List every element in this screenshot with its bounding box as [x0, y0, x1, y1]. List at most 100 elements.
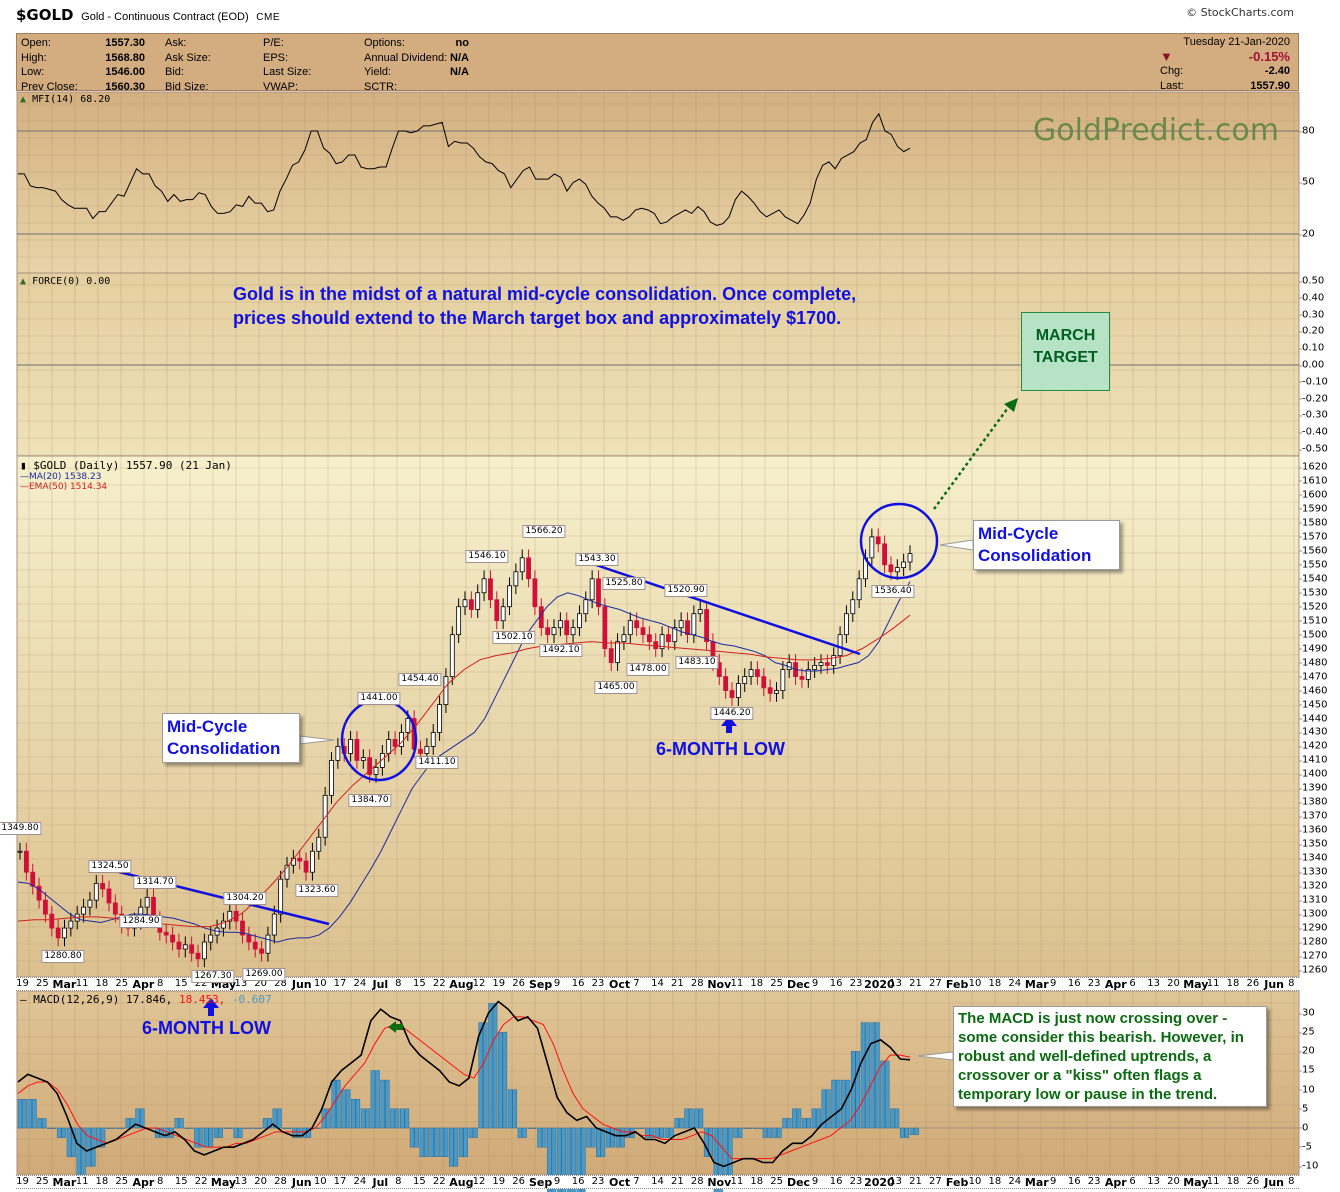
date-tick: 21 [671, 978, 684, 989]
date-tick: 25 [115, 1176, 129, 1187]
price-label: 1566.20 [522, 525, 566, 538]
date-tick: 18 [1226, 1176, 1240, 1187]
axis-tick: 20 [1299, 228, 1315, 240]
date-tick: Feb [945, 978, 969, 991]
date-tick: 8 [395, 978, 402, 989]
date-tick: 6 [1129, 1176, 1136, 1187]
axis-tick: 1470 [1298, 671, 1328, 683]
date-tick: 11 [1206, 978, 1220, 989]
axis-tick: 1290 [1298, 922, 1328, 934]
axis-tick: 0.20 [1298, 325, 1325, 337]
axis-tick: 1450 [1298, 699, 1328, 711]
hist-value: -0.607 [231, 993, 272, 1006]
date-tick: 13 [889, 978, 903, 989]
axis-tick: 1360 [1298, 824, 1328, 836]
axis-tick: 0.40 [1298, 292, 1325, 304]
date-tick: Apr [132, 978, 155, 991]
date-tick: 18 [95, 1176, 109, 1187]
axis-tick: 80 [1299, 125, 1315, 137]
date-tick: May [1183, 978, 1209, 991]
date-tick: 14 [651, 1176, 664, 1187]
date-tick: Apr [1104, 978, 1127, 991]
date-tick: 8 [1288, 978, 1295, 989]
date-tick: 13 [234, 978, 248, 989]
price-label: 1520.90 [664, 584, 708, 597]
axis-tick: 0.00 [1298, 359, 1325, 371]
axis-tick: 1440 [1298, 713, 1328, 724]
date-tick: 10 [968, 1176, 982, 1187]
price-label: 1280.80 [41, 950, 85, 963]
date-tick: 11 [1206, 1176, 1220, 1187]
price-label: 1446.20 [710, 707, 754, 720]
date-tick: Mar [1024, 978, 1049, 991]
quote-labels-4: Options: Annual Dividend: Yield: SCTR: [364, 37, 448, 93]
date-tick: 9 [1049, 1176, 1057, 1187]
date-tick: Jun [1264, 1176, 1284, 1189]
force-label: ▲ FORCE(0) 0.00 [20, 276, 111, 287]
change-percent: -0.15% [1248, 48, 1290, 64]
axis-tick: 1480 [1298, 657, 1328, 669]
mfi-icon: ▲ [20, 94, 27, 105]
price-label: 1267.30 [191, 970, 235, 983]
date-tick: 2020 [864, 1176, 895, 1189]
price-label: 1384.70 [348, 794, 392, 807]
date-tick: 18 [750, 1176, 764, 1187]
date-tick: Mar [1024, 1176, 1049, 1189]
date-tick: 28 [690, 978, 704, 989]
axis-tick: 0.10 [1298, 342, 1325, 354]
quote-values-4: no N/A N/A [450, 37, 469, 78]
chart-title: $GOLD Gold - Continuous Contract (EOD) C… [16, 6, 280, 24]
axis-tick: 1490 [1298, 643, 1328, 655]
date-tick: Jun [291, 978, 312, 991]
date-tick: 25 [770, 1176, 783, 1187]
date-tick: 24 [353, 978, 367, 989]
date-tick: 25 [36, 1176, 49, 1187]
axis-tick: 1350 [1298, 838, 1328, 850]
quote-labels-2: Ask: Ask Size: Bid: Bid Size: [165, 37, 211, 93]
axis-tick: 0 [1298, 1122, 1309, 1134]
date-tick: Apr [1104, 1176, 1127, 1189]
date-tick: 18 [1226, 978, 1240, 989]
date-tick: 18 [95, 978, 109, 989]
date-tick: 7 [633, 1176, 640, 1187]
axis-tick: 1270 [1298, 950, 1328, 962]
open-value: 1557.30 [105, 37, 145, 49]
axis-tick: 1590 [1298, 503, 1328, 515]
quote-date: Tuesday 21-Jan-2020 [1183, 36, 1290, 48]
axis-tick: 1280 [1298, 936, 1328, 948]
quote-values-1: 1557.30 1568.80 1546.00 1560.30 [83, 36, 145, 94]
march-target-box: MARCH TARGET [1021, 312, 1110, 391]
date-tick: May [210, 1176, 237, 1189]
date-tick: Jul [372, 978, 389, 991]
axis-tick: 1510 [1298, 615, 1328, 627]
date-tick: 28 [274, 978, 287, 989]
axis-tick: 50 [1299, 176, 1315, 188]
ema50-legend: —EMA(50) 1514.34 [20, 482, 108, 492]
date-tick: Mar [52, 1176, 77, 1189]
date-tick: 11 [75, 1176, 89, 1187]
callout-consolidation-right: Mid-Cycle Consolidation [973, 520, 1120, 570]
date-tick: 8 [395, 1176, 402, 1187]
date-tick: May [1183, 1176, 1209, 1189]
date-tick: 10 [968, 978, 982, 989]
date-tick: 26 [512, 978, 526, 989]
axis-tick: -0.30 [1299, 409, 1328, 421]
date-tick: 24 [353, 1176, 367, 1187]
date-tick: 16 [829, 978, 843, 989]
date-tick: 13 [889, 1176, 903, 1187]
axis-tick: 1560 [1298, 545, 1328, 557]
date-tick: Aug [449, 978, 474, 991]
date-tick: 16 [571, 1176, 585, 1187]
mfi-label: ▲ MFI(14) 68.20 [20, 94, 111, 105]
axis-tick: 10 [1299, 1084, 1315, 1095]
date-tick: 11 [730, 978, 744, 989]
date-tick: 9 [553, 978, 561, 989]
copyright[interactable]: © StockCharts.com [1186, 6, 1294, 19]
macd-label: — MACD(12,26,9) 17.846, 18.453, -0.607 [20, 993, 272, 1006]
date-tick: 15 [174, 978, 188, 989]
date-tick: 9 [811, 978, 819, 989]
price-label: 1546.10 [465, 550, 509, 563]
candle-icon: ▮ [20, 459, 27, 472]
six-month-low-label: 6-MONTH LOW [656, 739, 785, 759]
axis-tick: 1550 [1298, 559, 1328, 571]
